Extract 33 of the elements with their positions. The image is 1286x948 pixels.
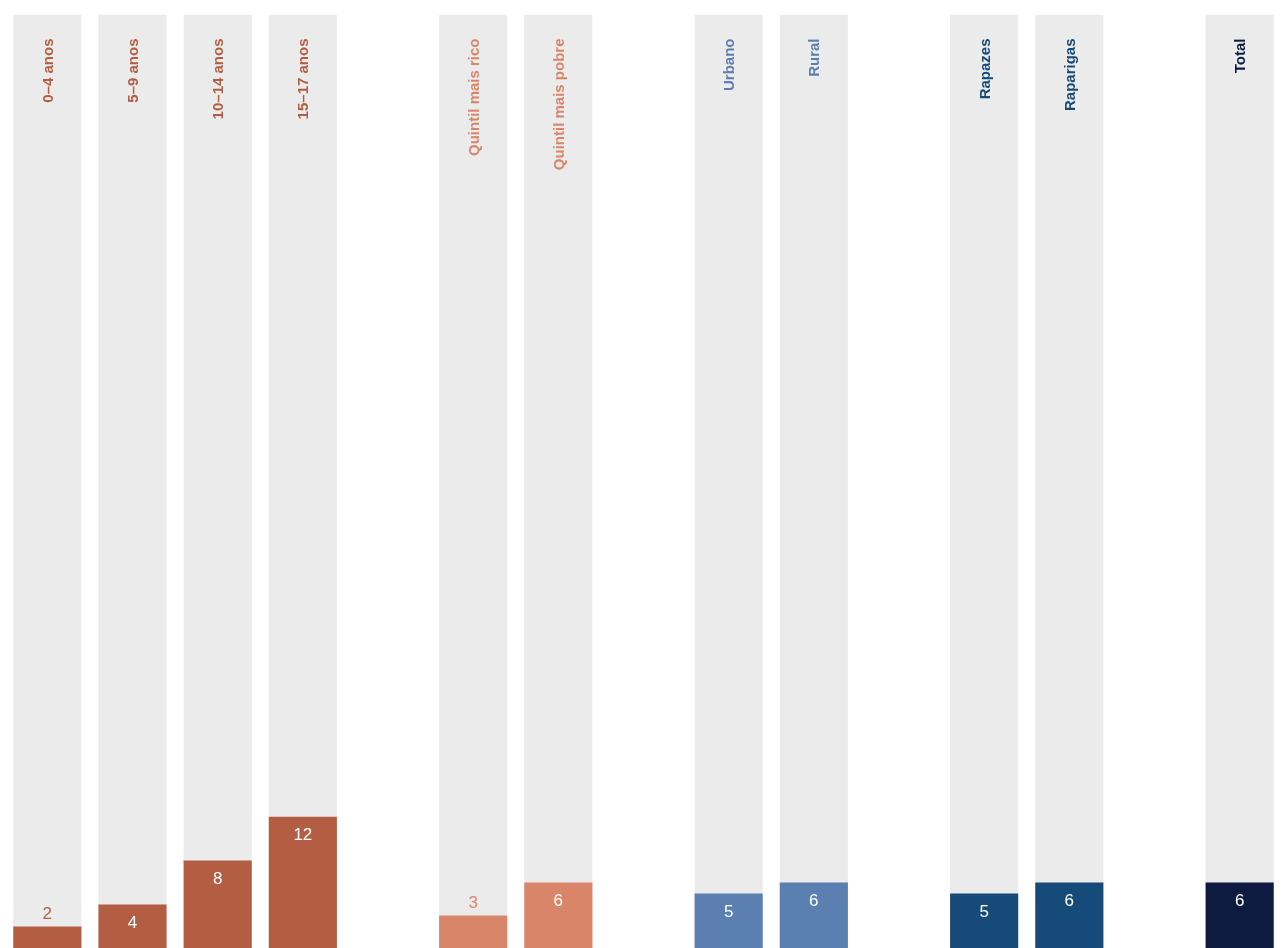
data-label: 6 xyxy=(553,890,564,910)
x-tick-label: Raparigas xyxy=(1060,38,1078,112)
data-label: 8 xyxy=(212,868,223,888)
data-label: 5 xyxy=(979,901,989,921)
x-tick-label: Quintil mais rico xyxy=(464,38,482,157)
x-tick-label: 5–9 anos xyxy=(124,38,142,103)
x-tick-label: Rural xyxy=(805,38,823,77)
bar xyxy=(694,893,763,948)
x-tick-label: Urbano xyxy=(720,38,738,91)
x-tick-label: 0–4 anos xyxy=(38,38,56,103)
data-label: 6 xyxy=(1234,890,1245,910)
data-label: 5 xyxy=(723,901,734,921)
bar xyxy=(1035,882,1104,948)
bar xyxy=(13,926,82,948)
x-tick-label: 10–14 anos xyxy=(209,38,227,120)
data-label: 6 xyxy=(1064,890,1075,910)
x-tick-label: 15–17 anos xyxy=(294,38,312,120)
data-label: 6 xyxy=(809,890,819,910)
bar xyxy=(98,904,167,948)
bar xyxy=(524,882,593,948)
data-label: 12 xyxy=(293,824,313,844)
bar xyxy=(779,882,848,948)
data-label: 4 xyxy=(127,912,138,932)
bar xyxy=(439,915,508,948)
bar xyxy=(268,816,337,948)
bar xyxy=(1205,882,1274,948)
x-tick-label: Total xyxy=(1231,38,1249,74)
data-label: 2 xyxy=(42,903,53,923)
bar xyxy=(950,893,1019,948)
bar xyxy=(183,860,252,948)
x-tick-label: Quintil mais pobre xyxy=(549,38,567,171)
x-tick-label: Rapazes xyxy=(975,38,993,100)
data-label: 3 xyxy=(468,892,478,912)
